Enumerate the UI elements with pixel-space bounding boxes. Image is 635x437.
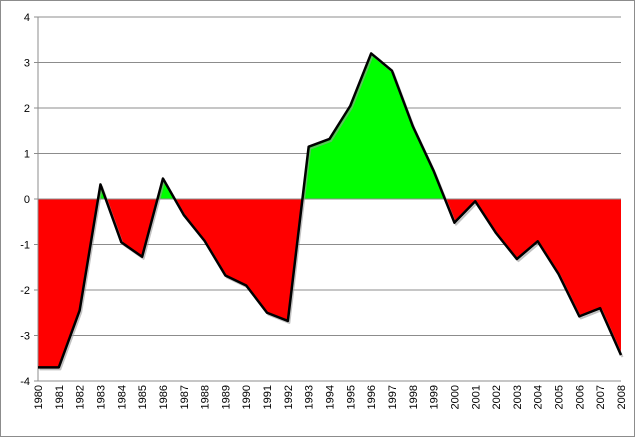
y-tick-label: 4 — [24, 12, 30, 24]
x-tick-label: 1994 — [325, 385, 337, 409]
x-tick-label: 1993 — [304, 385, 316, 409]
x-tick-label: 1980 — [33, 385, 45, 409]
x-tick-label: 1983 — [95, 385, 107, 409]
x-tick-label: 1984 — [116, 385, 128, 409]
axes — [34, 16, 621, 382]
y-tick-label: -4 — [20, 376, 30, 388]
x-tick-label: 1998 — [408, 385, 420, 409]
x-tick-label: 1999 — [429, 385, 441, 409]
x-tick-label: 1995 — [345, 385, 357, 409]
series-line-group — [38, 52, 624, 371]
x-tick-label: 1996 — [366, 385, 378, 409]
x-tick-label: 2003 — [512, 385, 524, 409]
x-tick-label: 1985 — [137, 385, 149, 409]
y-tick-labels: 4 3 2 1 0 -1 -2 -3 -4 — [20, 12, 30, 388]
x-tick-label: 1991 — [262, 385, 274, 409]
negative-area — [38, 199, 99, 368]
x-tick-label: 1988 — [200, 385, 212, 409]
x-tick-label: 1987 — [179, 385, 191, 409]
y-tick-label: 1 — [24, 149, 30, 161]
y-tick-label: 0 — [24, 194, 30, 206]
y-tick-label: -3 — [20, 331, 30, 343]
x-tick-label: 1986 — [158, 385, 170, 409]
x-tick-label: 2008 — [616, 385, 628, 409]
x-tick-label: 2000 — [449, 385, 461, 409]
x-tick-label: 1992 — [283, 385, 295, 409]
series-line — [38, 52, 623, 369]
y-tick-label: -1 — [20, 240, 30, 252]
x-tick-label: 2006 — [574, 385, 586, 409]
x-tick-label: 1982 — [75, 385, 87, 409]
x-tick-label: 2007 — [595, 385, 607, 409]
area-fills — [38, 53, 621, 368]
x-tick-label: 1997 — [387, 385, 399, 409]
y-tick-label: -2 — [20, 285, 30, 297]
x-tick-label: 2004 — [533, 385, 545, 409]
x-tick-labels: 1980 1981 1982 1983 1984 1985 1986 1987 1988 1989… — [33, 385, 628, 409]
x-tick-label: 2002 — [491, 385, 503, 409]
x-tick-label: 1990 — [241, 385, 253, 409]
x-tick-label: 1989 — [220, 385, 232, 409]
negative-area — [174, 199, 303, 321]
positive-area — [302, 53, 445, 200]
x-tick-label: 1981 — [54, 385, 66, 409]
negative-area — [105, 199, 158, 257]
negative-area — [444, 199, 621, 356]
y-tick-label: 2 — [24, 103, 30, 115]
x-tick-label: 2001 — [470, 385, 482, 409]
y-tick-label: 3 — [24, 58, 30, 70]
x-tick-label: 2005 — [554, 385, 566, 409]
